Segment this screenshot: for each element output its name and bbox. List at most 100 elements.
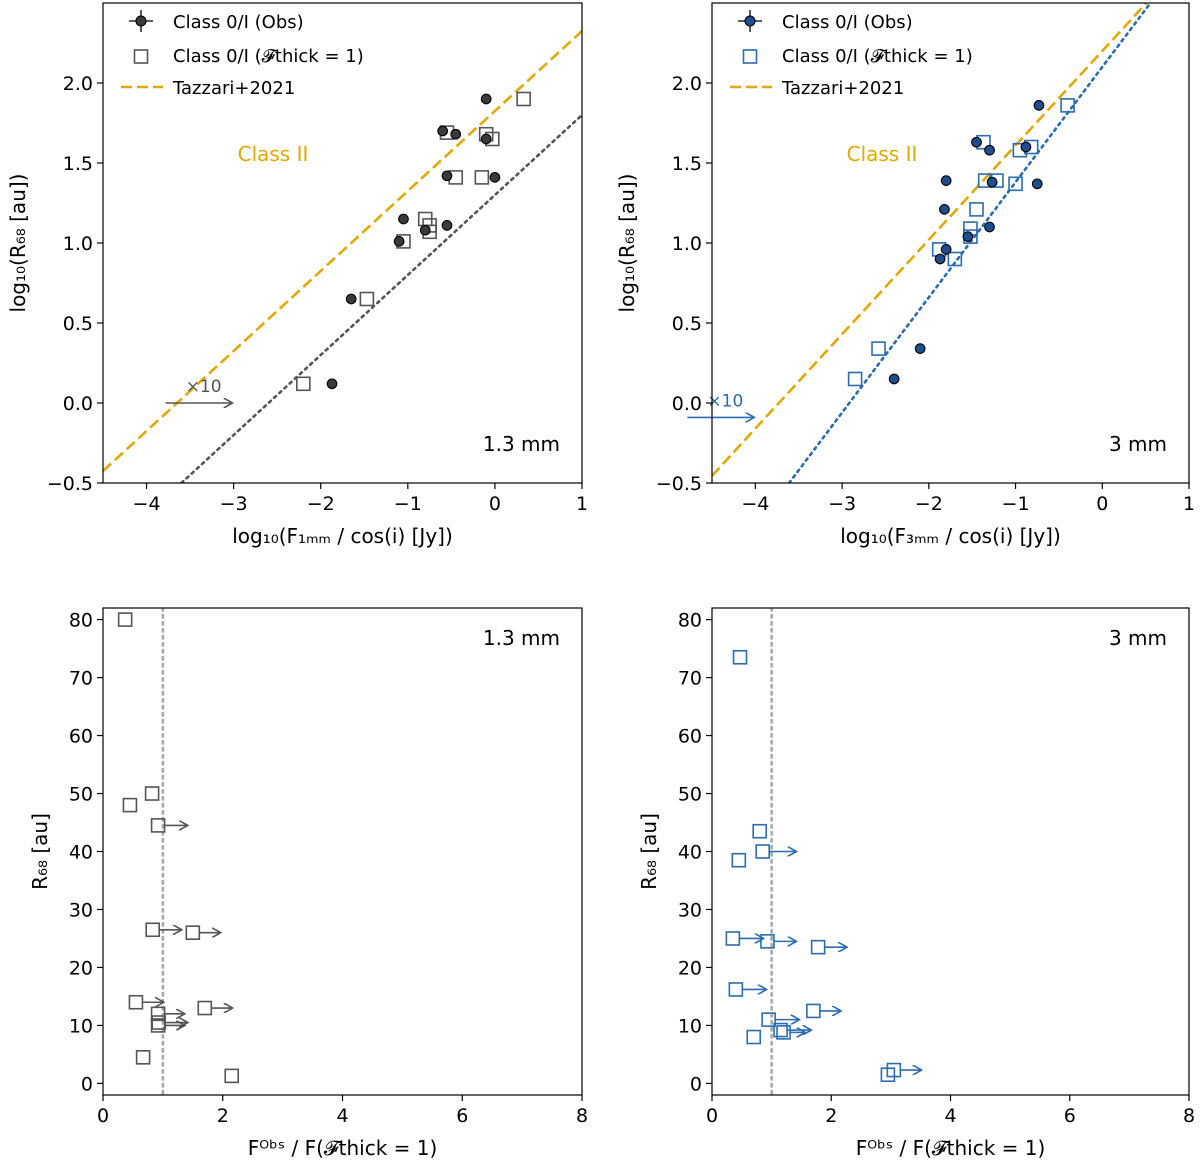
model-point (185, 925, 201, 940)
obs-point (437, 125, 449, 137)
model-point (731, 852, 747, 868)
axes-frame (102, 2, 583, 484)
y-tick-label: 30 (69, 899, 93, 921)
model-point (761, 1012, 776, 1027)
model-point (128, 994, 144, 1010)
tazzari-line (103, 30, 582, 472)
plot-area (117, 608, 240, 1095)
y-tick-label: 80 (678, 610, 702, 632)
x-tick-label: 4 (336, 1105, 348, 1127)
model-point (880, 1067, 896, 1083)
obs-point (940, 175, 952, 186)
model-point (810, 939, 826, 955)
legend-label-obs: Class 0/I (Obs) (173, 12, 304, 33)
x-axis-label: log₁₀(F₃ₘₘ / cos(i) [Jy]) (840, 524, 1061, 548)
obs-point (914, 343, 926, 354)
legend-label-obs: Class 0/I (Obs) (782, 12, 913, 33)
obs-point (971, 136, 982, 148)
x-tick-label: 8 (576, 1105, 588, 1127)
model-point (145, 922, 160, 938)
band-label: 3 mm (1109, 626, 1167, 650)
legend-label-tazzari: Tazzari+2021 (781, 78, 904, 99)
y-tick-label: 1.5 (63, 153, 93, 175)
y-tick-label: 0 (81, 1073, 93, 1095)
obs-point (1031, 178, 1043, 190)
legend-label-model: Class 0/I (𝓕thick = 1) (173, 46, 364, 67)
x-tick-label: −4 (133, 493, 161, 515)
region-label: Class II (238, 142, 309, 166)
y-tick-label: 1.0 (63, 233, 93, 255)
x-tick-label: 2 (217, 1105, 229, 1127)
y-tick-label: 60 (678, 726, 702, 748)
fit-line (180, 113, 582, 483)
model-point (728, 982, 744, 997)
y-tick-label: −0.5 (47, 473, 93, 495)
y-axis-label: log₁₀(R₆₈ [au]) (615, 174, 639, 313)
x-tick-label: 8 (1183, 1105, 1195, 1127)
y-tick-label: 40 (69, 842, 93, 864)
axes-frame (711, 2, 1190, 484)
obs-point (393, 236, 405, 247)
y-tick-label: 0.0 (63, 393, 93, 415)
x-tick-label: 2 (825, 1105, 837, 1127)
model-point (122, 797, 138, 813)
model-point (947, 251, 963, 267)
obs-point (962, 231, 974, 242)
y-tick-label: 10 (678, 1015, 702, 1037)
model-point (1008, 176, 1023, 192)
obs-point (419, 224, 431, 236)
y-axis-label: R₆₈ [au] (28, 813, 52, 890)
x-tick-label: 4 (944, 1105, 956, 1127)
model-point (847, 371, 863, 387)
band-label: 1.3 mm (483, 626, 560, 650)
model-point (746, 1029, 762, 1045)
x-tick-label: 0 (97, 1105, 109, 1127)
obs-point (480, 93, 492, 105)
x-tick-label: −2 (915, 493, 943, 515)
obs-point (1033, 100, 1045, 111)
x-axis-label: Fᴼᵇˢ / F(𝓕thick = 1) (856, 1136, 1046, 1160)
model-point (969, 202, 984, 217)
obs-point (984, 144, 995, 156)
model-point (755, 844, 770, 859)
obs-point (939, 204, 950, 215)
legend: Class 0/I (Obs) Class 0/I (𝓕thick = 1) Taz… (730, 10, 973, 99)
y-tick-label: 0 (690, 1073, 702, 1095)
obs-point (984, 221, 995, 233)
obs-point (450, 128, 462, 140)
plot-area (712, 3, 1152, 483)
x-tick-label: −1 (1002, 493, 1030, 515)
obs-point (489, 172, 501, 183)
model-point (117, 612, 133, 627)
obs-point (441, 170, 453, 182)
obs-point (441, 220, 453, 231)
obs-point (934, 253, 946, 265)
y-tick-label: 50 (678, 784, 702, 806)
x-tick-label: 6 (456, 1105, 468, 1127)
model-point (752, 823, 768, 839)
y-tick-label: 30 (678, 899, 702, 921)
model-point (732, 649, 748, 665)
plot-area (103, 30, 582, 483)
x-tick-label: 6 (1064, 1105, 1076, 1127)
model-point (806, 1003, 821, 1019)
y-tick-label: 60 (69, 726, 93, 748)
y-tick-label: 50 (69, 784, 93, 806)
y-tick-label: 40 (678, 842, 702, 864)
legend-model-marker (742, 49, 758, 64)
y-tick-label: 0.5 (672, 313, 702, 335)
model-point (359, 291, 375, 307)
region-label: Class II (847, 142, 918, 166)
obs-point (345, 293, 357, 305)
x-tick-label: −3 (220, 493, 248, 515)
plot-area (725, 608, 920, 1095)
obs-point (940, 244, 952, 255)
x-tick-label: −1 (394, 493, 422, 515)
legend: Class 0/I (Obs) Class 0/I (𝓕thick = 1) Taz… (121, 10, 364, 99)
y-tick-label: −0.5 (656, 473, 702, 495)
model-point (725, 931, 741, 946)
x-tick-label: −3 (828, 493, 856, 515)
